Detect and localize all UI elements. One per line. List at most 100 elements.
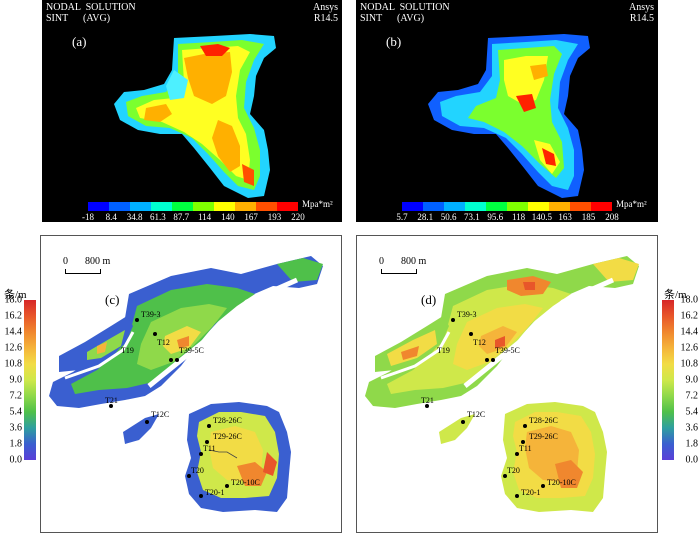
well-label: T20-10C (231, 478, 260, 487)
legend-tick: 18.0 (4, 294, 23, 306)
colorbar-segment (235, 202, 256, 211)
legend-tick: 5.4 (685, 406, 699, 418)
colorbar-segment (486, 202, 507, 211)
map-panel-d: 0 800 m (d) T39-3 T19 T12 T39-5C T (356, 235, 658, 533)
fem-panel-a: NODAL SOLUTION SINT (AVG) Ansys R14.5 (a… (42, 0, 342, 222)
well-label: T19 (437, 346, 450, 355)
well-label: T20-1 (521, 488, 541, 497)
colorbar-unit: Mpa*m² (616, 199, 647, 209)
well-label: T12 (473, 338, 486, 347)
legend-tick: 0.0 (9, 454, 23, 466)
well-label: T28-26C (529, 416, 558, 425)
legend-tick: 5.4 (9, 406, 23, 418)
fem-colorbar-a (88, 202, 298, 211)
legend-tick: 14.4 (680, 326, 699, 338)
fem-colorbar-b (402, 202, 612, 211)
tick-label: 34.8 (126, 212, 143, 222)
panel-label: (a) (72, 34, 87, 49)
panel-label: (b) (386, 34, 402, 49)
legend-tick: 3.6 (685, 422, 699, 434)
colorbar-segment (402, 202, 423, 211)
scale-distance: 800 m (401, 256, 427, 267)
well-label: T39-5C (495, 346, 520, 355)
legend-tick: 18.0 (680, 294, 699, 306)
colorbar-ticks: 5.7 28.1 50.6 73.1 95.6 118 140.5 163 18… (396, 212, 618, 222)
well-label: T39-5C (179, 346, 204, 355)
well-label: T28-26C (213, 416, 242, 425)
colorbar-segment (549, 202, 570, 211)
tick-label: 118 (511, 212, 526, 222)
scale-bar (65, 269, 101, 274)
colorbar-segment (507, 202, 528, 211)
well-label: T20-1 (205, 488, 225, 497)
well-label: T20-10C (547, 478, 576, 487)
colorbar-segment (172, 202, 193, 211)
fracture-density-map-d (365, 256, 639, 512)
well-label: T29-26C (529, 432, 558, 441)
scale-bar (381, 269, 417, 274)
legend-tick: 7.2 (685, 390, 699, 402)
colorbar-unit: Mpa*m² (302, 199, 333, 209)
tick-label: 28.1 (417, 212, 434, 222)
legend-tick: 10.8 (4, 358, 23, 370)
well-label: T19 (121, 346, 134, 355)
header-right-2: R14.5 (313, 13, 338, 24)
map-panel-c: 0 800 m (c) T39-3 T19 T12 T3 (40, 235, 342, 533)
colorbar-segment (214, 202, 235, 211)
legend-tick: 0.0 (685, 454, 699, 466)
panel-label: (d) (421, 292, 437, 307)
tick-label: 73.1 (464, 212, 480, 222)
well-label: T12C (151, 410, 170, 419)
colorbar-segment (591, 202, 612, 211)
tick-label: 50.6 (440, 212, 457, 222)
tick-label: 61.3 (150, 212, 166, 222)
legend-tick: 3.6 (9, 422, 23, 434)
header-right-1: Ansys (628, 2, 654, 13)
legend-tick: 1.8 (685, 438, 699, 450)
tick-label: 8.4 (105, 212, 117, 222)
fem-contour-a (114, 34, 276, 198)
legend-ticks-d: 18.0 16.2 14.4 12.6 10.8 9.0 7.2 5.4 3.6… (676, 295, 699, 466)
colorbar-segment (444, 202, 465, 211)
tick-label: 95.6 (487, 212, 504, 222)
tick-label: 208 (605, 212, 619, 222)
fem-panel-b: NODAL SOLUTION SINT (AVG) Ansys R14.5 (b… (356, 0, 658, 222)
tick-label: 140 (221, 212, 235, 222)
well-label: T20 (507, 466, 520, 475)
legend-tick: 9.0 (685, 374, 699, 386)
colorbar-ticks: -18 8.4 34.8 61.3 87.7 114 140 167 193 2… (82, 212, 305, 222)
tick-label: 87.7 (173, 212, 190, 222)
well-label: T12 (157, 338, 170, 347)
header-right-1: Ansys (312, 2, 338, 13)
colorbar-segment (465, 202, 486, 211)
header-left-2: SINT (AVG) (46, 13, 111, 24)
tick-label: -18 (82, 212, 94, 222)
fem-contour-b (428, 34, 590, 198)
colorbar-segment (528, 202, 549, 211)
fracture-density-map-c (49, 256, 323, 512)
tick-label: 163 (558, 212, 572, 222)
header-left-1: NODAL SOLUTION (46, 2, 136, 13)
legend-tick: 1.8 (9, 438, 23, 450)
well-label: T21 (421, 396, 434, 405)
tick-label: 220 (291, 212, 305, 222)
legend-tick: 14.4 (4, 326, 23, 338)
legend-unit: 条/m (664, 289, 687, 301)
scale-zero: 0 (379, 256, 384, 267)
legend-ticks-c: 18.0 16.2 14.4 12.6 10.8 9.0 7.2 5.4 3.6… (0, 295, 23, 466)
header-left-1: NODAL SOLUTION (360, 2, 450, 13)
legend-tick: 16.2 (4, 310, 23, 322)
legend-tick: 12.6 (680, 342, 699, 354)
legend-tick: 10.8 (680, 358, 699, 370)
legend-unit: 条/m (4, 289, 27, 301)
colorbar-segment (277, 202, 298, 211)
well-label: T11 (203, 444, 216, 453)
legend-tick: 9.0 (9, 374, 23, 386)
panel-label: (c) (105, 292, 120, 307)
legend-tick: 7.2 (9, 390, 23, 402)
well-label: T29-26C (213, 432, 242, 441)
colorbar-segment (151, 202, 172, 211)
tick-label: 140.5 (531, 212, 552, 222)
legend-colorbar-d (662, 300, 674, 460)
well-label: T39-3 (141, 310, 161, 319)
